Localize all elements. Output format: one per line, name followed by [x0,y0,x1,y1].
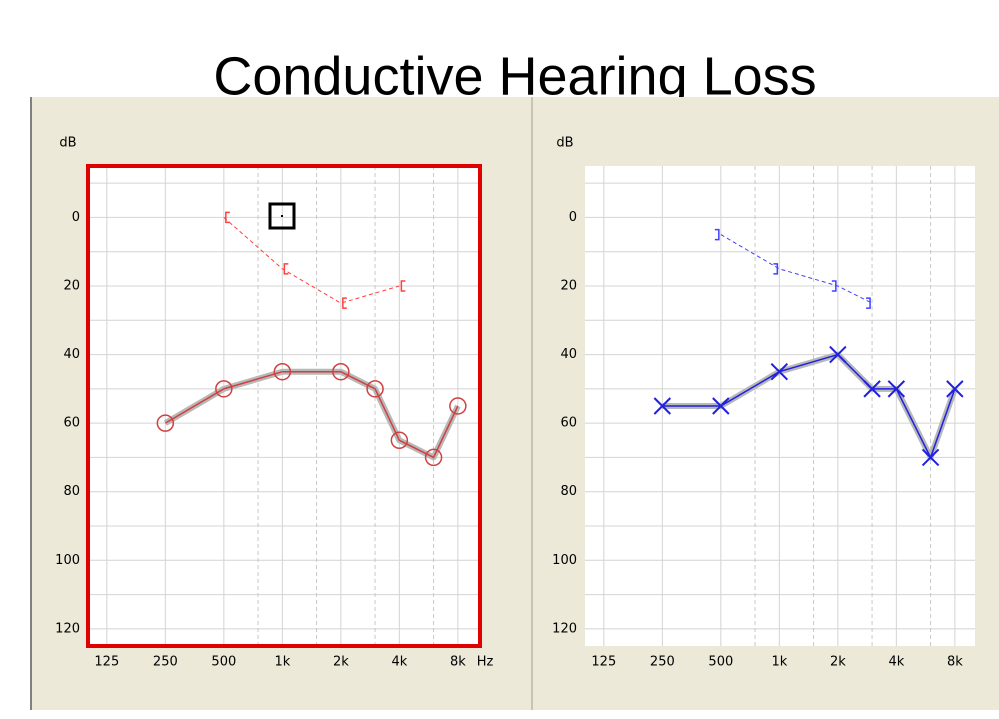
y-tick-label: 40 [560,347,577,362]
marker-bracket [831,280,837,292]
marker-o [273,362,292,381]
y-tick-label: 120 [552,621,577,636]
x-tick-label: 2k [830,655,846,670]
marker-o [156,414,175,432]
y-tick-label: 0 [72,210,80,225]
marker-bracket [773,263,779,275]
y-tick-label: 20 [63,279,80,294]
marker-x [712,397,730,415]
y-tick-label: 20 [560,279,577,294]
cursor[interactable] [268,202,296,230]
y-axis-label: dB [59,136,76,151]
x-tick-label: 125 [94,655,119,670]
y-tick-label: 80 [63,484,80,499]
x-tick-label: 250 [650,655,675,670]
x-tick-label: 125 [591,655,616,670]
plot-area [88,166,480,646]
y-tick-label: 40 [63,347,80,362]
marker-bracket [283,263,289,275]
x-tick-label: 250 [153,655,178,670]
marker-x [770,363,789,381]
y-tick-label: 0 [569,210,577,225]
x-tick-label: 500 [211,655,236,670]
marker-x [921,448,940,467]
plot [585,166,975,646]
marker-o [332,362,350,381]
x-tick-label: 8k [947,655,963,670]
marker-bracket [714,228,720,241]
series-line [720,234,873,304]
y-tick-label: 120 [55,621,80,636]
x-tick-label: 1k [771,655,787,670]
x-tick-label: 1k [274,655,290,670]
marker-o [449,397,467,415]
selection-frame [86,164,482,648]
x-tick-label: 4k [391,655,407,670]
y-tick-label: 100 [55,553,80,568]
x-tick-label: 500 [708,655,733,670]
x-tick-label: 2k [333,655,349,670]
y-axis-label: dB [556,136,573,151]
x-axis-label: Hz [477,655,494,670]
marker-bracket [400,280,406,292]
marker-bracket [225,211,230,224]
series-line [164,370,459,459]
y-tick-label: 80 [560,484,577,499]
plot-area [585,166,975,646]
plot [88,166,480,646]
marker-x [946,380,964,398]
series-line [662,353,956,460]
marker-x [829,345,847,364]
marker-x [863,380,881,398]
y-tick-label: 60 [560,416,577,431]
x-tick-label: 8k [450,655,466,670]
cursor-dot [281,215,283,217]
marker-x [653,397,672,415]
y-tick-label: 60 [63,416,80,431]
marker-bracket [342,297,347,309]
x-tick-label: 4k [888,655,904,670]
marker-x [887,380,906,398]
series-line [223,217,400,304]
marker-o [424,448,443,467]
marker-bracket [866,297,871,309]
marker-o [215,380,233,398]
page-title: Conductive Hearing Loss [213,46,816,106]
y-tick-label: 100 [552,553,577,568]
marker-o [390,431,409,450]
marker-o [366,380,384,398]
